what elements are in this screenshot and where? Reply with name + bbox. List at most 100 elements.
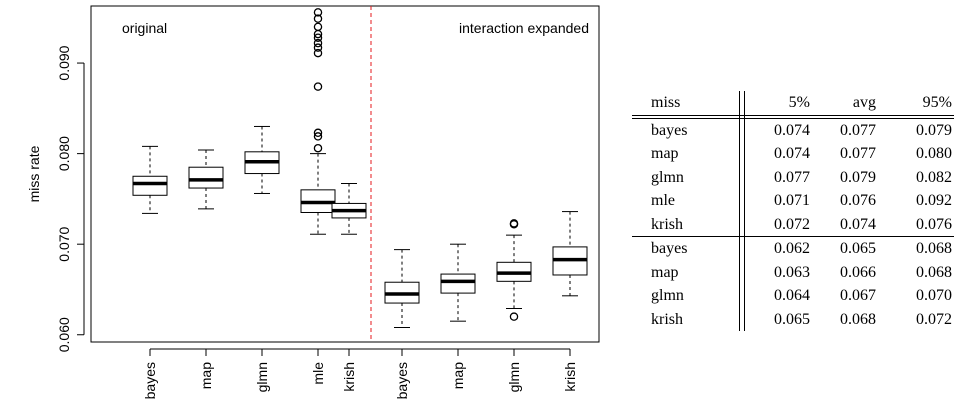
x-tick-label: bayes (394, 362, 410, 399)
outlier-point (313, 8, 323, 17)
x-tick-label: glmn (506, 362, 522, 392)
double-rule (739, 284, 745, 308)
y-tick-label: 0.070 (56, 226, 72, 261)
outlier-point (313, 14, 323, 23)
table-cell: 0.079 (840, 168, 876, 186)
table-cell: 0.076 (840, 192, 876, 209)
plot-frame (90, 5, 600, 343)
table-cell: 0.079 (916, 121, 952, 139)
double-rule (739, 189, 745, 213)
y-axis: 0.060 0.070 0.080 0.090 (56, 45, 85, 352)
x-tick-label: bayes (142, 362, 158, 399)
outlier-point (509, 219, 519, 228)
table-row: glmn 0.077 0.079 0.082 (632, 165, 954, 189)
table-cell: 0.065 (810, 236, 876, 261)
box-bayes (384, 249, 420, 329)
table-cell: 0.077 (840, 121, 876, 139)
table-cell: glmn (651, 287, 684, 304)
y-tick-label: 0.080 (56, 136, 72, 171)
table-row: bayes 0.074 0.077 0.079 (632, 118, 954, 142)
table-cell: bayes (632, 236, 740, 261)
double-rule (739, 91, 745, 116)
header-avg: avg (810, 91, 876, 116)
table-cell: 0.068 (916, 263, 952, 281)
outlier-point (313, 48, 323, 58)
table-row: map 0.063 0.066 0.068 (632, 260, 954, 284)
table-row: map 0.074 0.077 0.080 (632, 142, 954, 166)
box-map (440, 243, 476, 322)
table-cell: 0.065 (774, 310, 810, 328)
table-row: krish 0.065 0.068 0.072 (632, 307, 954, 331)
box-glmn (244, 125, 280, 194)
table-cell: 0.077 (840, 145, 876, 162)
panel-label-interaction-expanded: interaction expanded (459, 20, 589, 36)
iqr-box (188, 166, 224, 189)
table-cell: 0.074 (774, 121, 810, 139)
table-cell: 0.082 (916, 168, 952, 186)
x-tick-label: glmn (254, 362, 270, 392)
double-rule (739, 165, 745, 189)
double-rule (739, 142, 745, 166)
table-row: glmn 0.064 0.067 0.070 (632, 284, 954, 308)
x-tick-label: krish (341, 362, 357, 392)
header-95pct: 95% (876, 91, 954, 116)
x-tick-label: map (198, 362, 214, 389)
outlier-point (313, 128, 323, 138)
table-cell: 0.080 (916, 145, 952, 162)
double-rule (739, 307, 745, 331)
box-mle (300, 8, 336, 235)
table-cell: 0.064 (774, 287, 810, 304)
table-cell: 0.074 (840, 215, 876, 233)
table-row: mle 0.071 0.076 0.092 (632, 189, 954, 213)
outlier-point (313, 132, 323, 141)
table-cell: map (651, 263, 679, 281)
table-cell: 0.072 (916, 310, 952, 328)
boxplot-chart: original interaction expanded miss rate … (26, 5, 600, 399)
outlier-point (509, 312, 519, 321)
table-cell: 0.076 (916, 215, 952, 233)
table-cell: bayes (651, 121, 688, 139)
panel-label-original: original (122, 20, 167, 36)
table-row: bayes 0.062 0.065 0.068 (632, 236, 954, 261)
table-cell: glmn (651, 168, 684, 186)
box-glmn (496, 219, 532, 321)
table-cell: 0.092 (916, 192, 952, 209)
table-header-row: miss 5% avg 95% (632, 91, 954, 116)
box-krish (552, 211, 588, 297)
table-cell: map (651, 145, 679, 162)
table-cell: 0.071 (774, 192, 810, 209)
table-cell: 0.066 (840, 263, 876, 281)
outlier-point (313, 143, 323, 153)
outlier-point (313, 38, 323, 48)
table-cell: krish (651, 310, 683, 328)
y-axis-label: miss rate (26, 145, 42, 202)
header-5pct: 5% (744, 91, 810, 116)
table-cell: 0.072 (774, 215, 810, 233)
box-map (188, 149, 224, 210)
table-cell: mle (651, 192, 675, 209)
summary-table: miss 5% avg 95% bayes 0.074 0.077 0.079 map 0… (632, 91, 954, 331)
table-cell: 0.068 (840, 310, 876, 328)
table-cell: krish (651, 215, 683, 233)
y-tick-label: 0.090 (56, 45, 72, 80)
double-rule (739, 212, 745, 237)
outlier-point (313, 43, 323, 52)
box-krish (331, 183, 367, 235)
box-bayes (132, 145, 168, 214)
table-cell: 0.063 (774, 263, 810, 281)
table-row: krish 0.072 0.074 0.076 (632, 212, 954, 237)
outlier-point (313, 82, 323, 91)
header-double-rule (632, 115, 954, 119)
x-axis: bayes map glmn mle krish bayes map glmn krish (142, 348, 578, 399)
x-tick-label: mle (310, 362, 326, 385)
boxes (132, 8, 588, 329)
outlier-point (313, 33, 323, 42)
table-body: bayes 0.074 0.077 0.079 map 0.074 0.077 0.080 gl… (632, 118, 954, 331)
double-rule (739, 118, 745, 142)
double-rule (739, 236, 745, 261)
iqr-box (132, 175, 168, 196)
x-tick-label: map (450, 362, 466, 389)
y-tick-label: 0.060 (56, 317, 72, 352)
header-miss: miss (632, 91, 740, 116)
table-cell: 0.068 (876, 236, 954, 261)
